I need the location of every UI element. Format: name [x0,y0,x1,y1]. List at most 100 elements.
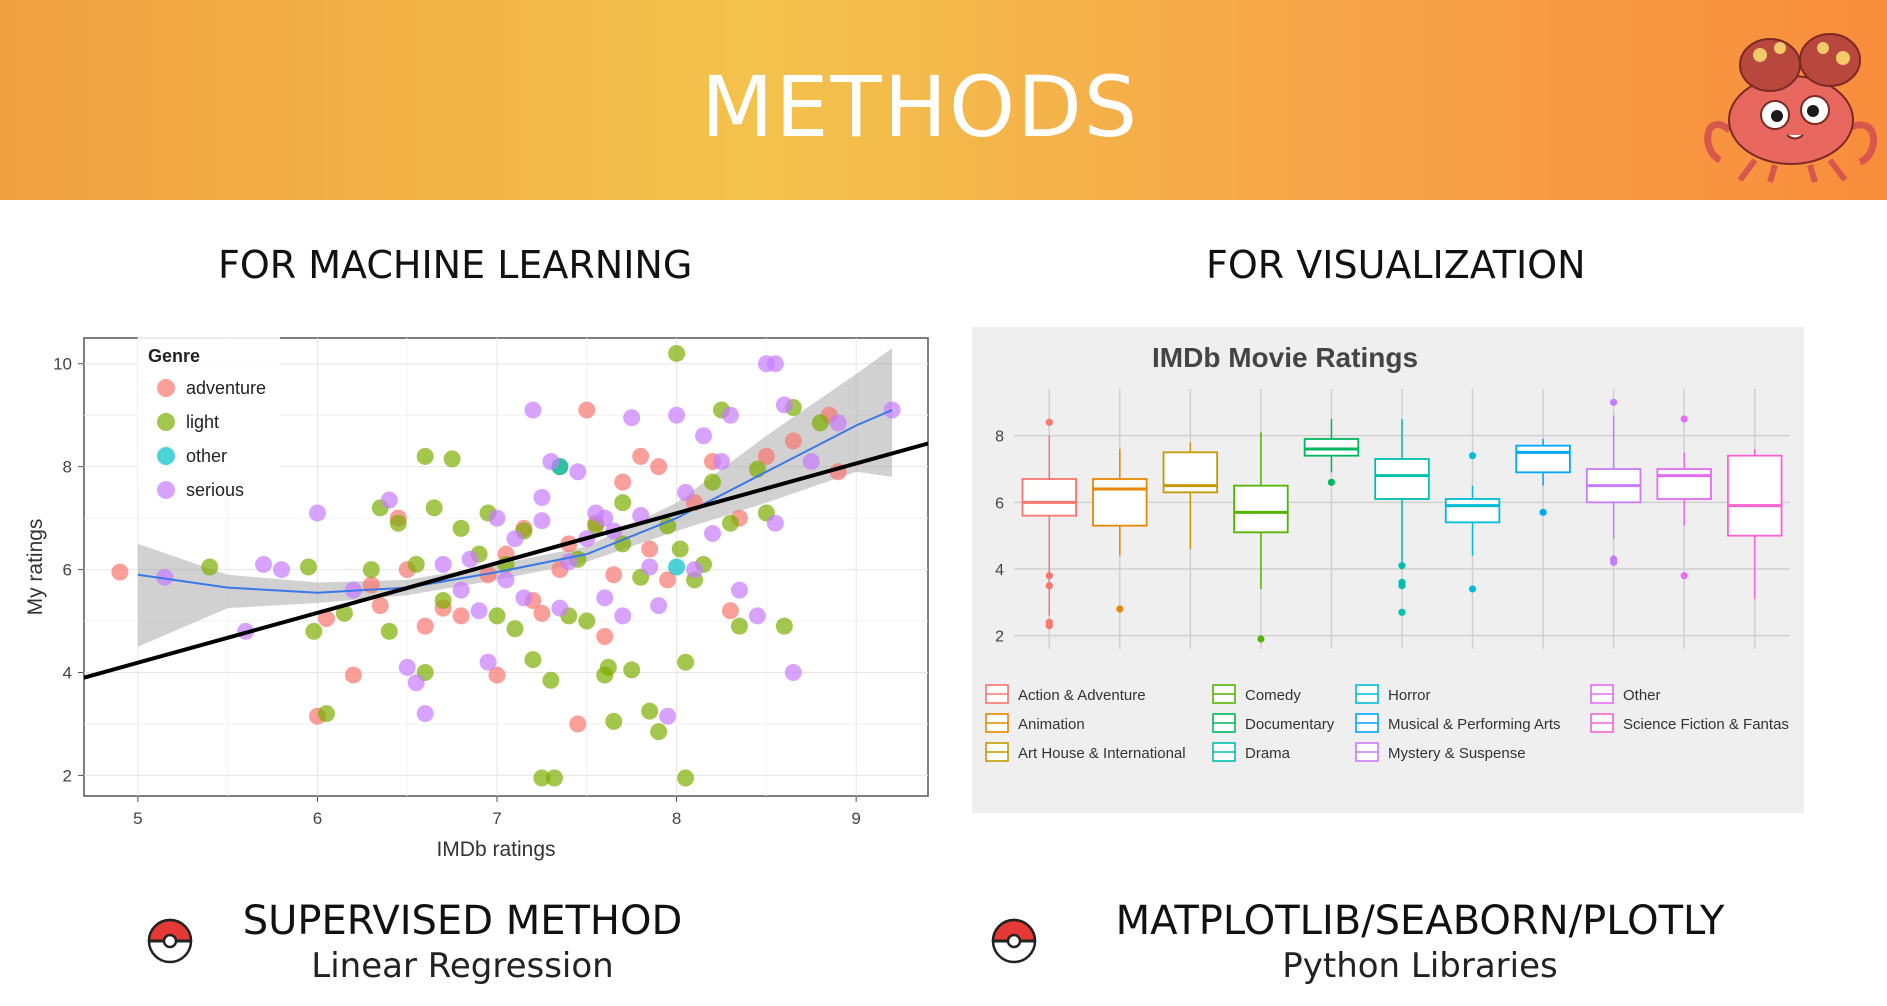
data-point [344,666,362,684]
data-point [551,599,569,617]
data-point [407,674,425,692]
outlier-point [1610,398,1618,406]
data-point [632,447,650,465]
box [1233,484,1289,534]
legend-label: Drama [1245,745,1291,762]
outlier-point [1327,478,1336,486]
data-point [488,509,506,527]
legend-marker [157,413,175,431]
left-method-detail: Linear Regression [311,946,614,986]
data-point [273,561,291,579]
data-point [443,450,461,468]
data-point [829,414,847,432]
data-point [614,607,632,625]
box [1444,498,1501,524]
outlier-point [1680,572,1688,580]
y-tick-label: 8 [995,429,1004,446]
data-point [730,581,748,599]
data-point [305,622,323,640]
right-method-detail: Python Libraries [1282,946,1558,986]
data-point [632,507,650,525]
data-point [677,483,695,501]
data-point [461,550,479,568]
data-point [677,769,695,787]
pokeball-icon [147,918,193,964]
data-point [704,525,722,543]
data-point [748,460,766,478]
left-heading: FOR MACHINE LEARNING [218,243,693,287]
left-method-title: SUPERVISED METHOD [242,898,683,944]
data-point [533,604,551,622]
box [1727,454,1783,537]
outlier-point [1045,582,1053,590]
data-point [811,414,829,432]
data-point [784,663,802,681]
outlier-point [1680,415,1688,423]
data-point [599,658,617,676]
outlier-point [1398,608,1406,616]
legend-marker [157,379,175,397]
data-point [721,406,739,424]
data-point [668,406,686,424]
right-heading: FOR VISUALIZATION [1206,243,1586,287]
data-point [721,602,739,620]
box [1515,444,1571,474]
data-point [748,607,766,625]
outlier-point [1045,622,1053,630]
data-point [488,666,506,684]
outlier-point [1045,418,1053,426]
data-point [542,453,560,471]
data-point [371,597,389,615]
data-point [569,715,587,733]
data-point [695,427,713,445]
data-point [255,555,273,573]
data-point [533,769,551,787]
data-point [766,514,784,532]
confidence-band [137,348,893,647]
data-point [545,769,563,787]
box [1303,438,1360,457]
data-point [605,712,623,730]
data-point [407,555,425,573]
data-point [506,620,524,638]
data-point [524,401,542,419]
outlier-point [1610,558,1618,566]
box [1374,458,1430,500]
data-point [416,617,434,635]
outlier-point [1398,582,1406,590]
outlier-point [1468,452,1477,460]
data-point [775,396,793,414]
data-point [721,514,739,532]
legend-label: other [186,446,227,466]
data-point [677,653,695,671]
outlier-point [1398,562,1406,570]
data-point [623,661,641,679]
legend-label: Documentary [1245,716,1335,733]
legend-title: Genre [148,346,200,366]
data-point [111,563,129,581]
data-point [452,607,470,625]
data-point [650,458,668,476]
data-point [641,540,659,558]
y-tick-label: 4 [995,562,1004,579]
data-point [712,453,730,471]
legend-label: light [186,412,219,432]
data-point [650,597,668,615]
box [1656,468,1712,500]
data-point [659,571,677,589]
data-point [488,607,506,625]
data-point [668,344,686,362]
data-point [515,589,533,607]
x-tick-label: 5 [133,809,142,828]
chart-title: IMDb Movie Ratings [1152,342,1418,373]
data-point [784,432,802,450]
box [1021,478,1077,517]
legend-label: Science Fiction & Fantas [1623,716,1789,733]
data-point [506,530,524,548]
data-point [542,671,560,689]
outlier-point [1539,508,1547,516]
y-tick-label: 2 [995,629,1004,646]
data-point [434,555,452,573]
data-point [479,566,497,584]
data-point [596,627,614,645]
